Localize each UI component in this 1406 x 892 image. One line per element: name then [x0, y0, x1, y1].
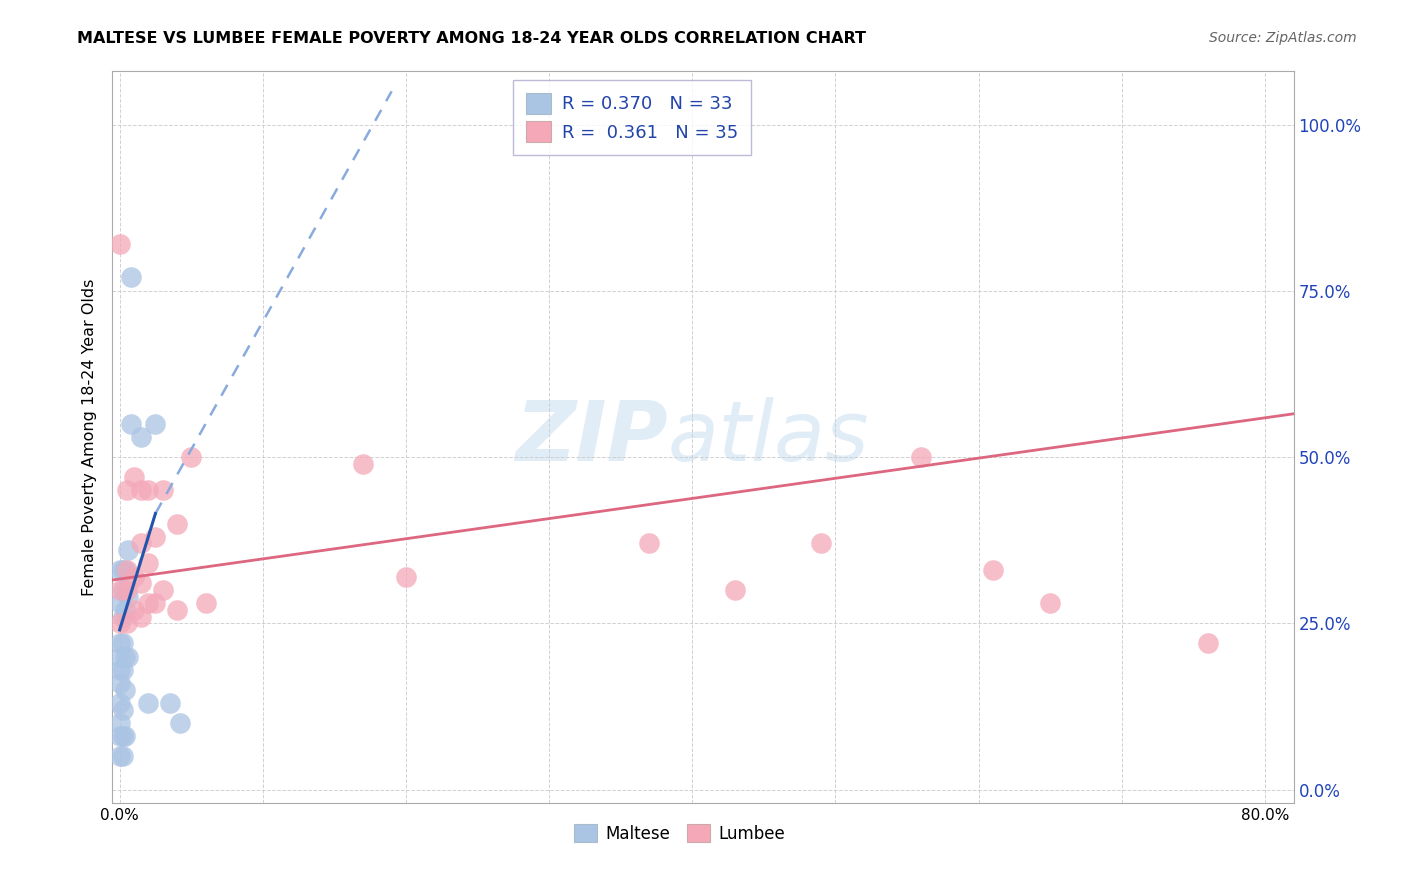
- Point: [108, 582, 131, 597]
- Point: [111, 703, 134, 717]
- Point: [108, 649, 131, 664]
- Point: [159, 696, 181, 710]
- Point: [115, 483, 138, 498]
- Point: [114, 603, 136, 617]
- Point: [117, 543, 139, 558]
- Point: [122, 603, 145, 617]
- Point: [120, 417, 142, 431]
- Point: [1197, 636, 1219, 650]
- Point: [166, 603, 188, 617]
- Point: [108, 676, 131, 690]
- Point: [194, 596, 217, 610]
- Point: [117, 590, 139, 604]
- Point: [145, 417, 167, 431]
- Point: [152, 483, 174, 498]
- Point: [111, 563, 134, 577]
- Point: [810, 536, 832, 550]
- Point: [115, 563, 138, 577]
- Text: ZIP: ZIP: [515, 397, 668, 477]
- Text: atlas: atlas: [668, 397, 869, 477]
- Point: [108, 237, 131, 252]
- Point: [108, 663, 131, 677]
- Point: [108, 716, 131, 731]
- Point: [169, 716, 191, 731]
- Point: [129, 609, 152, 624]
- Point: [638, 536, 661, 550]
- Point: [136, 696, 159, 710]
- Point: [111, 636, 134, 650]
- Point: [166, 516, 188, 531]
- Point: [129, 536, 152, 550]
- Legend: Maltese, Lumbee: Maltese, Lumbee: [567, 818, 792, 849]
- Point: [145, 596, 167, 610]
- Text: MALTESE VS LUMBEE FEMALE POVERTY AMONG 18-24 YEAR OLDS CORRELATION CHART: MALTESE VS LUMBEE FEMALE POVERTY AMONG 1…: [77, 31, 866, 46]
- Point: [1039, 596, 1062, 610]
- Point: [108, 749, 131, 764]
- Point: [724, 582, 747, 597]
- Point: [114, 729, 136, 743]
- Point: [395, 570, 418, 584]
- Point: [117, 649, 139, 664]
- Point: [108, 696, 131, 710]
- Point: [136, 557, 159, 571]
- Point: [108, 636, 131, 650]
- Point: [114, 682, 136, 697]
- Point: [114, 649, 136, 664]
- Y-axis label: Female Poverty Among 18-24 Year Olds: Female Poverty Among 18-24 Year Olds: [82, 278, 97, 596]
- Point: [111, 582, 134, 597]
- Point: [111, 663, 134, 677]
- Point: [136, 596, 159, 610]
- Point: [122, 570, 145, 584]
- Point: [120, 270, 142, 285]
- Point: [129, 483, 152, 498]
- Point: [910, 450, 932, 464]
- Point: [180, 450, 202, 464]
- Point: [145, 530, 167, 544]
- Point: [122, 470, 145, 484]
- Point: [981, 563, 1004, 577]
- Point: [108, 596, 131, 610]
- Point: [129, 576, 152, 591]
- Point: [352, 457, 374, 471]
- Point: [114, 563, 136, 577]
- Point: [108, 616, 131, 631]
- Text: Source: ZipAtlas.com: Source: ZipAtlas.com: [1209, 31, 1357, 45]
- Point: [108, 563, 131, 577]
- Point: [111, 749, 134, 764]
- Point: [111, 729, 134, 743]
- Point: [152, 582, 174, 597]
- Point: [108, 729, 131, 743]
- Point: [115, 582, 138, 597]
- Point: [115, 616, 138, 631]
- Point: [136, 483, 159, 498]
- Point: [129, 430, 152, 444]
- Point: [111, 609, 134, 624]
